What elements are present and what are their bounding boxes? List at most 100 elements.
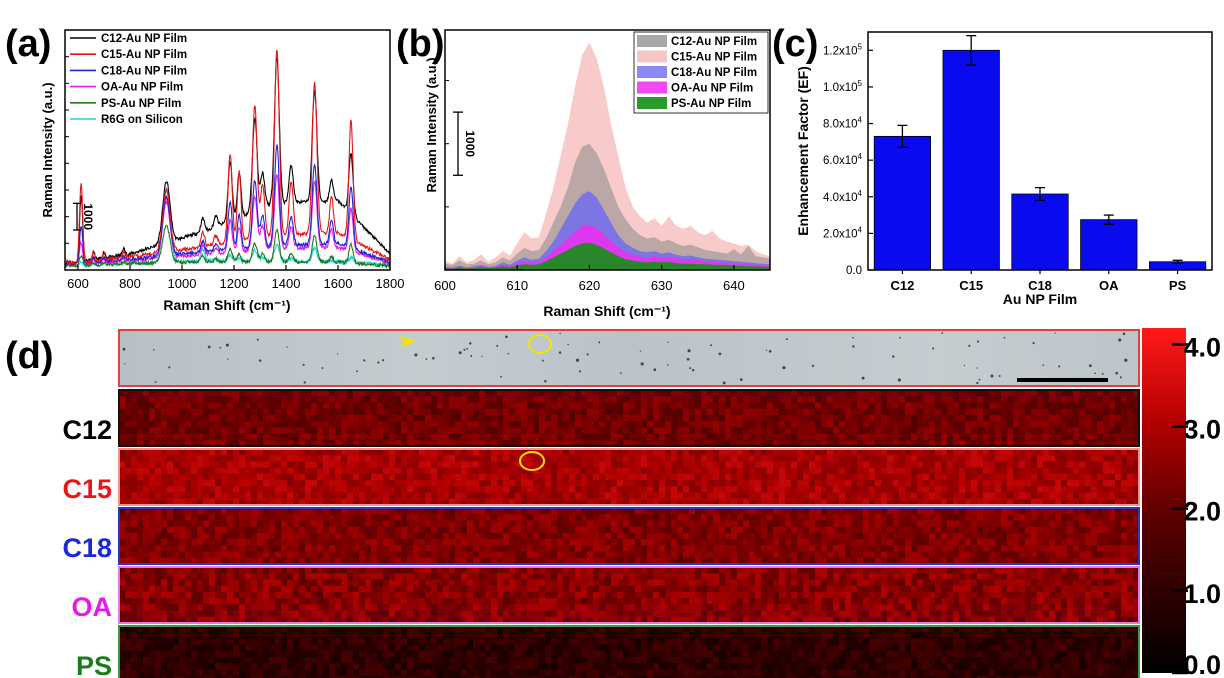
heatmap-cell <box>365 539 372 546</box>
heatmap-cell <box>1025 532 1032 540</box>
heatmap-cell <box>125 526 132 534</box>
heatmap-cell <box>137 427 144 434</box>
heatmap-cell <box>977 439 984 447</box>
heatmap-cell <box>1079 545 1086 552</box>
heatmap-cell <box>437 557 444 565</box>
heatmap-cell <box>293 439 300 447</box>
heatmap-cell <box>215 473 222 481</box>
heatmap-cell <box>317 567 324 574</box>
heatmap-cell <box>161 526 168 534</box>
heatmap-cell <box>485 427 492 434</box>
heatmap-cell <box>335 557 342 565</box>
heatmap-cell <box>941 421 948 428</box>
heatmap-cell <box>629 520 636 527</box>
heatmap-cell <box>359 557 366 565</box>
heatmap-cell <box>497 402 504 409</box>
heatmap-cell <box>521 467 528 475</box>
heatmap-cell <box>1001 539 1008 546</box>
heatmap-cell <box>725 461 732 468</box>
heatmap-cell <box>119 396 126 403</box>
heatmap-cell <box>347 461 354 468</box>
heatmap-cell <box>641 492 648 500</box>
heatmap-cell <box>203 390 210 397</box>
heatmap-cell <box>185 557 192 565</box>
heatmap-cell <box>875 545 882 552</box>
heatmap-cell <box>953 455 960 462</box>
heatmap-cell <box>455 492 462 500</box>
heatmap-cell <box>143 526 150 534</box>
heatmap-cell <box>203 480 210 487</box>
heatmap-cell <box>917 532 924 540</box>
heatmap-cell <box>773 567 780 574</box>
heatmap-cell <box>605 467 612 475</box>
heatmap-cell <box>683 532 690 540</box>
heatmap-cell <box>653 508 660 515</box>
heatmap-cell <box>257 455 264 462</box>
heatmap-cell <box>521 492 528 500</box>
heatmap-cell <box>587 473 594 481</box>
heatmap-cell <box>539 498 546 506</box>
heatmap-cell <box>1097 433 1104 441</box>
heatmap-cell <box>629 498 636 506</box>
heatmap-cell <box>929 390 936 397</box>
heatmap-cell <box>473 551 480 559</box>
heatmap-cell <box>1079 508 1086 515</box>
heatmap-cell <box>533 414 540 422</box>
heatmap-cell <box>845 421 852 428</box>
heatmap-cell <box>179 390 186 397</box>
heatmap-cell <box>209 514 216 521</box>
heatmap-cell <box>1079 480 1086 487</box>
heatmap-cell <box>413 414 420 422</box>
heatmap-cell <box>527 520 534 527</box>
heatmap-cell <box>527 492 534 500</box>
heatmap-cell <box>755 473 762 481</box>
heatmap-cell <box>833 421 840 428</box>
heatmap-cell <box>815 539 822 546</box>
heatmap-cell <box>443 532 450 540</box>
heatmap-cell <box>569 433 576 441</box>
heatmap-cell <box>965 390 972 397</box>
heatmap-cell <box>641 408 648 416</box>
optical-particle <box>1115 371 1119 375</box>
heatmap-cell <box>881 480 888 487</box>
heatmap-cell <box>1025 514 1032 521</box>
heatmap-cell <box>527 427 534 434</box>
heatmap-cell <box>1073 414 1080 422</box>
heatmap-cell <box>533 467 540 475</box>
heatmap-cell <box>1061 539 1068 546</box>
heatmap-cell <box>557 427 564 434</box>
heatmap-cell <box>167 480 174 487</box>
heatmap-cell <box>1115 449 1122 456</box>
heatmap-cell <box>269 433 276 441</box>
heatmap-cell <box>683 439 690 447</box>
heatmap-cell <box>587 480 594 487</box>
heatmap-cell <box>977 421 984 428</box>
heatmap-cell <box>527 402 534 409</box>
heatmap-cell <box>269 402 276 409</box>
heatmap-cell <box>167 567 174 574</box>
heatmap-cell <box>1079 461 1086 468</box>
heatmap-cell <box>449 532 456 540</box>
heatmap-cell <box>1103 433 1110 441</box>
heatmap-cell <box>425 526 432 534</box>
heatmap-cell <box>263 551 270 559</box>
heatmap-cell <box>437 433 444 441</box>
heatmap-cell <box>425 396 432 403</box>
heatmap-cell <box>863 557 870 565</box>
heatmap-cell <box>185 449 192 456</box>
heatmap-cell <box>845 427 852 434</box>
heatmap-cell <box>899 421 906 428</box>
heatmap-cell <box>1067 492 1074 500</box>
heatmap-cell <box>1025 427 1032 434</box>
heatmap-cell <box>1007 539 1014 546</box>
heatmap-cell <box>497 439 504 447</box>
heatmap-cell <box>695 486 702 493</box>
heatmap-cell <box>419 514 426 521</box>
heatmap-cell <box>209 467 216 475</box>
heatmap-cell <box>209 408 216 416</box>
heatmap-cell <box>269 396 276 403</box>
heatmap-cell <box>929 480 936 487</box>
heatmap-cell <box>131 545 138 552</box>
heatmap-cell <box>971 557 978 565</box>
heatmap-cell <box>281 508 288 515</box>
